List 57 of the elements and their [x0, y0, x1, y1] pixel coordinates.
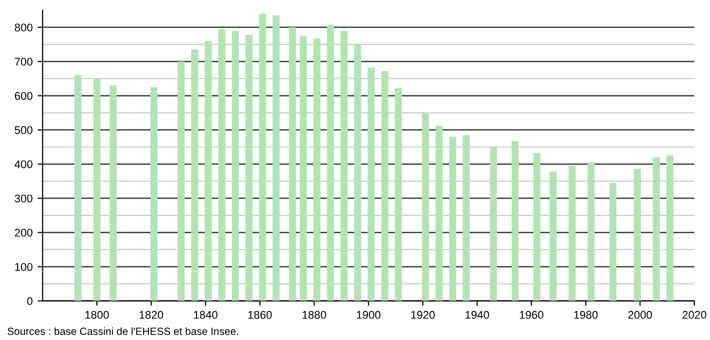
bar: [245, 34, 253, 301]
x-tick-label: 1980: [574, 310, 598, 319]
x-tick-label: 1860: [248, 310, 272, 319]
bar: [666, 156, 674, 301]
bar: [300, 36, 307, 301]
bar: [550, 172, 557, 301]
bar: [93, 78, 100, 301]
bar: [178, 62, 185, 301]
bar: [74, 75, 82, 301]
x-tick-label: 2000: [628, 310, 652, 319]
bar: [381, 71, 388, 301]
y-tick-label: 600: [14, 92, 32, 100]
bar: [110, 85, 117, 301]
bar: [272, 15, 280, 301]
bar: [288, 27, 296, 301]
x-tick-label: 1800: [85, 310, 109, 319]
bar: [609, 182, 616, 301]
bar: [568, 166, 576, 301]
y-tick-label: 200: [14, 228, 32, 237]
bar: [354, 44, 362, 301]
bar: [204, 40, 212, 301]
x-tick-label: 1840: [194, 310, 218, 319]
x-tick-label: 1880: [302, 310, 326, 319]
bar: [490, 147, 497, 301]
x-tick-label: 1820: [140, 310, 164, 319]
bar: [368, 68, 375, 301]
bar: [232, 30, 239, 301]
x-tick-label: 1920: [411, 310, 435, 319]
bar: [588, 162, 595, 301]
bar: [462, 135, 470, 301]
bar: [340, 30, 348, 301]
y-tick-label: 800: [14, 24, 32, 32]
y-tick-label: 500: [14, 126, 32, 134]
y-tick-label: 100: [15, 262, 32, 271]
bar: [218, 29, 226, 301]
bar: [326, 24, 334, 301]
bar: [436, 126, 443, 301]
bar: [394, 88, 402, 301]
y-tick-label: 300: [14, 194, 32, 202]
bar: [313, 38, 320, 301]
bar: [652, 157, 660, 301]
bar: [191, 50, 198, 301]
bar: [422, 112, 430, 301]
x-tick-label: 1960: [520, 310, 544, 319]
bar: [533, 152, 540, 301]
y-tick-label: 400: [14, 160, 32, 168]
x-tick-label: 1940: [466, 310, 490, 319]
source-note: Sources : base Cassini de l'EHESS et base Insee.: [8, 327, 238, 336]
bar: [449, 136, 456, 301]
bar: [259, 14, 266, 301]
bar: [512, 140, 519, 301]
x-tick-label: 2020: [682, 310, 706, 319]
x-tick-label: 1900: [356, 310, 380, 319]
y-tick-label: 700: [14, 58, 32, 66]
bar: [150, 87, 158, 301]
y-tick-label: 0: [27, 297, 32, 306]
bar: [634, 168, 641, 301]
